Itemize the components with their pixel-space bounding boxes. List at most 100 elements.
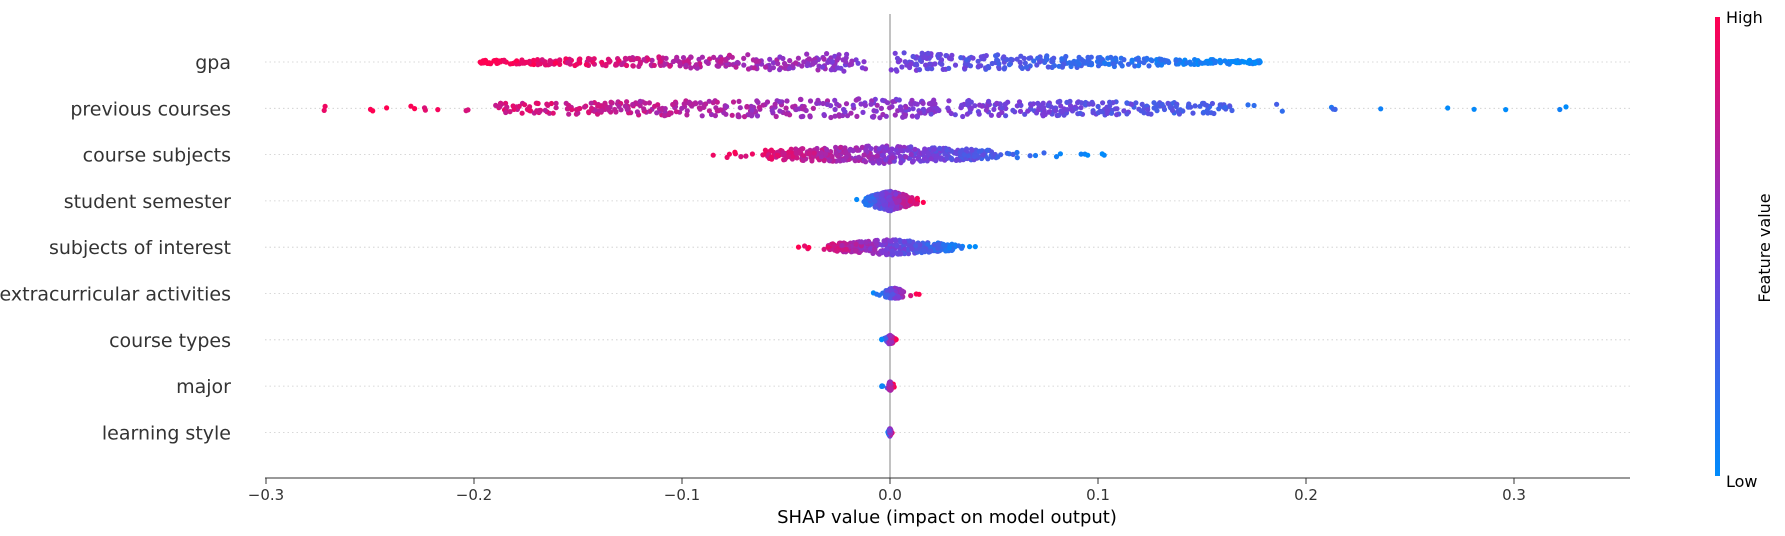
data-point xyxy=(1197,60,1203,66)
data-point xyxy=(494,60,500,66)
data-point xyxy=(844,51,850,58)
data-point xyxy=(983,53,989,59)
data-point xyxy=(938,57,945,63)
data-point xyxy=(786,65,793,71)
data-point xyxy=(943,247,949,254)
data-point xyxy=(1095,63,1102,69)
data-point xyxy=(921,155,928,161)
data-point xyxy=(583,62,590,68)
data-point xyxy=(876,146,882,152)
data-point xyxy=(824,51,830,57)
data-point xyxy=(777,99,783,105)
data-point xyxy=(914,113,921,119)
data-point xyxy=(624,99,630,105)
data-point xyxy=(1159,101,1165,107)
data-point xyxy=(1064,107,1070,113)
data-point xyxy=(858,239,865,245)
data-point xyxy=(652,103,658,109)
data-point xyxy=(937,145,943,151)
data-point xyxy=(861,59,867,65)
data-point xyxy=(842,109,848,115)
data-point xyxy=(821,112,827,118)
data-point xyxy=(641,106,647,112)
data-point xyxy=(1014,56,1020,62)
feature-points xyxy=(710,143,1107,166)
colorbar: High Low Feature value xyxy=(1715,8,1774,491)
data-point xyxy=(1063,53,1069,60)
data-point xyxy=(787,58,793,64)
data-point xyxy=(1222,104,1228,110)
data-point xyxy=(1023,64,1030,70)
data-point xyxy=(1192,103,1198,109)
data-point xyxy=(933,158,939,164)
data-point xyxy=(693,62,699,68)
data-point xyxy=(908,144,914,150)
data-point xyxy=(1332,106,1338,112)
data-point xyxy=(825,244,831,250)
data-point xyxy=(1081,58,1087,64)
data-point xyxy=(923,62,929,68)
data-point xyxy=(818,154,825,160)
data-point xyxy=(934,105,940,111)
data-point xyxy=(1008,56,1014,63)
data-point xyxy=(848,110,854,116)
data-point xyxy=(384,105,390,111)
data-point xyxy=(714,108,720,114)
data-point xyxy=(510,103,516,109)
data-point xyxy=(908,293,914,299)
data-point xyxy=(977,102,983,108)
data-point xyxy=(956,243,962,249)
data-point xyxy=(948,110,954,117)
data-point xyxy=(967,244,973,250)
data-point xyxy=(823,151,829,157)
data-point xyxy=(1057,151,1063,157)
data-point xyxy=(1217,57,1223,63)
data-point xyxy=(680,55,687,61)
data-point xyxy=(889,155,896,161)
data-point xyxy=(710,152,716,158)
data-point xyxy=(537,61,543,67)
data-point xyxy=(780,55,786,62)
data-point xyxy=(1059,64,1065,70)
data-point xyxy=(892,237,899,243)
data-point xyxy=(748,112,754,118)
data-point xyxy=(1121,108,1127,114)
data-point xyxy=(971,153,978,160)
data-point xyxy=(894,243,900,249)
data-point xyxy=(1155,62,1161,68)
data-point xyxy=(855,60,861,66)
data-point xyxy=(590,59,596,65)
data-point xyxy=(902,59,908,65)
feature-label: gpa xyxy=(195,52,231,74)
data-point xyxy=(958,55,964,61)
data-point xyxy=(577,105,583,112)
data-point xyxy=(793,150,799,156)
data-point xyxy=(944,147,950,153)
data-point xyxy=(800,113,806,119)
colorbar-low-label: Low xyxy=(1726,472,1758,491)
data-point xyxy=(795,55,802,61)
data-point xyxy=(719,56,725,62)
data-point xyxy=(770,65,777,71)
data-point xyxy=(657,58,664,64)
data-point xyxy=(793,60,799,66)
data-point xyxy=(863,147,869,153)
data-point xyxy=(893,191,899,197)
data-point xyxy=(1078,100,1084,106)
data-point xyxy=(976,63,982,69)
data-point xyxy=(597,108,603,114)
data-point xyxy=(967,63,974,69)
data-point xyxy=(435,107,441,113)
data-point xyxy=(880,198,886,204)
data-point xyxy=(1177,107,1183,113)
data-point xyxy=(952,112,958,118)
data-point xyxy=(412,106,418,112)
data-point xyxy=(1144,55,1150,61)
data-point xyxy=(1445,105,1451,111)
data-point xyxy=(948,155,955,161)
data-point xyxy=(907,238,913,244)
data-point xyxy=(1132,63,1138,69)
data-point xyxy=(881,238,887,244)
data-point xyxy=(806,244,812,251)
data-point xyxy=(883,113,889,119)
